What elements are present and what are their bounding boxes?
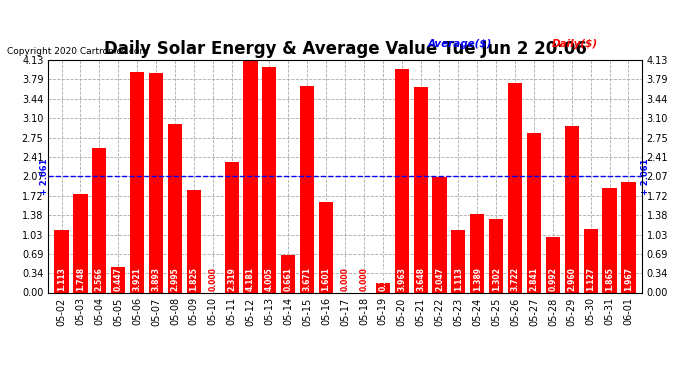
- Text: 3.648: 3.648: [416, 267, 425, 291]
- Bar: [395, 69, 408, 292]
- Text: 1.113: 1.113: [454, 267, 463, 291]
- Bar: [451, 230, 466, 292]
- Bar: [433, 177, 446, 292]
- Text: 1.825: 1.825: [189, 267, 198, 291]
- Bar: [413, 87, 428, 292]
- Text: Daily($): Daily($): [552, 39, 598, 50]
- Bar: [262, 67, 277, 292]
- Text: + 2.061: + 2.061: [641, 158, 650, 195]
- Bar: [224, 162, 239, 292]
- Text: 2.047: 2.047: [435, 267, 444, 291]
- Bar: [168, 124, 182, 292]
- Bar: [73, 194, 88, 292]
- Bar: [622, 182, 635, 292]
- Text: 3.921: 3.921: [132, 267, 141, 291]
- Text: 0.661: 0.661: [284, 267, 293, 291]
- Text: 1.302: 1.302: [492, 267, 501, 291]
- Text: 3.671: 3.671: [303, 267, 312, 291]
- Text: 2.960: 2.960: [567, 267, 576, 291]
- Bar: [55, 230, 68, 292]
- Title: Daily Solar Energy & Average Value Tue Jun 2 20:06: Daily Solar Energy & Average Value Tue J…: [104, 40, 586, 58]
- Text: 2.995: 2.995: [170, 268, 179, 291]
- Bar: [319, 202, 333, 292]
- Text: Average($): Average($): [428, 39, 492, 50]
- Text: 1.113: 1.113: [57, 267, 66, 291]
- Bar: [584, 229, 598, 292]
- Bar: [470, 214, 484, 292]
- Bar: [508, 83, 522, 292]
- Bar: [564, 126, 579, 292]
- Text: 0.992: 0.992: [549, 267, 558, 291]
- Text: 0.447: 0.447: [114, 267, 123, 291]
- Bar: [282, 255, 295, 292]
- Text: 3.963: 3.963: [397, 267, 406, 291]
- Bar: [244, 57, 257, 292]
- Text: + 2.061: + 2.061: [40, 158, 49, 195]
- Text: 1.967: 1.967: [624, 267, 633, 291]
- Bar: [130, 72, 144, 292]
- Text: 4.181: 4.181: [246, 267, 255, 291]
- Text: 1.865: 1.865: [605, 267, 614, 291]
- Bar: [527, 133, 541, 292]
- Text: 1.748: 1.748: [76, 267, 85, 291]
- Text: 3.893: 3.893: [152, 267, 161, 291]
- Text: 0.000: 0.000: [340, 267, 350, 291]
- Text: 1.389: 1.389: [473, 267, 482, 291]
- Text: 2.841: 2.841: [529, 267, 538, 291]
- Text: 1.601: 1.601: [322, 267, 331, 291]
- Bar: [111, 267, 126, 292]
- Text: 2.319: 2.319: [227, 267, 236, 291]
- Bar: [300, 86, 314, 292]
- Bar: [92, 148, 106, 292]
- Text: 3.722: 3.722: [511, 267, 520, 291]
- Text: Copyright 2020 Cartronics.com: Copyright 2020 Cartronics.com: [7, 47, 148, 56]
- Text: 0.173: 0.173: [378, 267, 387, 291]
- Text: 1.127: 1.127: [586, 267, 595, 291]
- Bar: [489, 219, 503, 292]
- Bar: [602, 188, 617, 292]
- Bar: [187, 190, 201, 292]
- Bar: [376, 283, 390, 292]
- Text: 0.000: 0.000: [208, 267, 217, 291]
- Bar: [546, 237, 560, 292]
- Bar: [149, 74, 163, 292]
- Text: 2.566: 2.566: [95, 268, 103, 291]
- Text: 4.005: 4.005: [265, 268, 274, 291]
- Text: 0.000: 0.000: [359, 267, 368, 291]
